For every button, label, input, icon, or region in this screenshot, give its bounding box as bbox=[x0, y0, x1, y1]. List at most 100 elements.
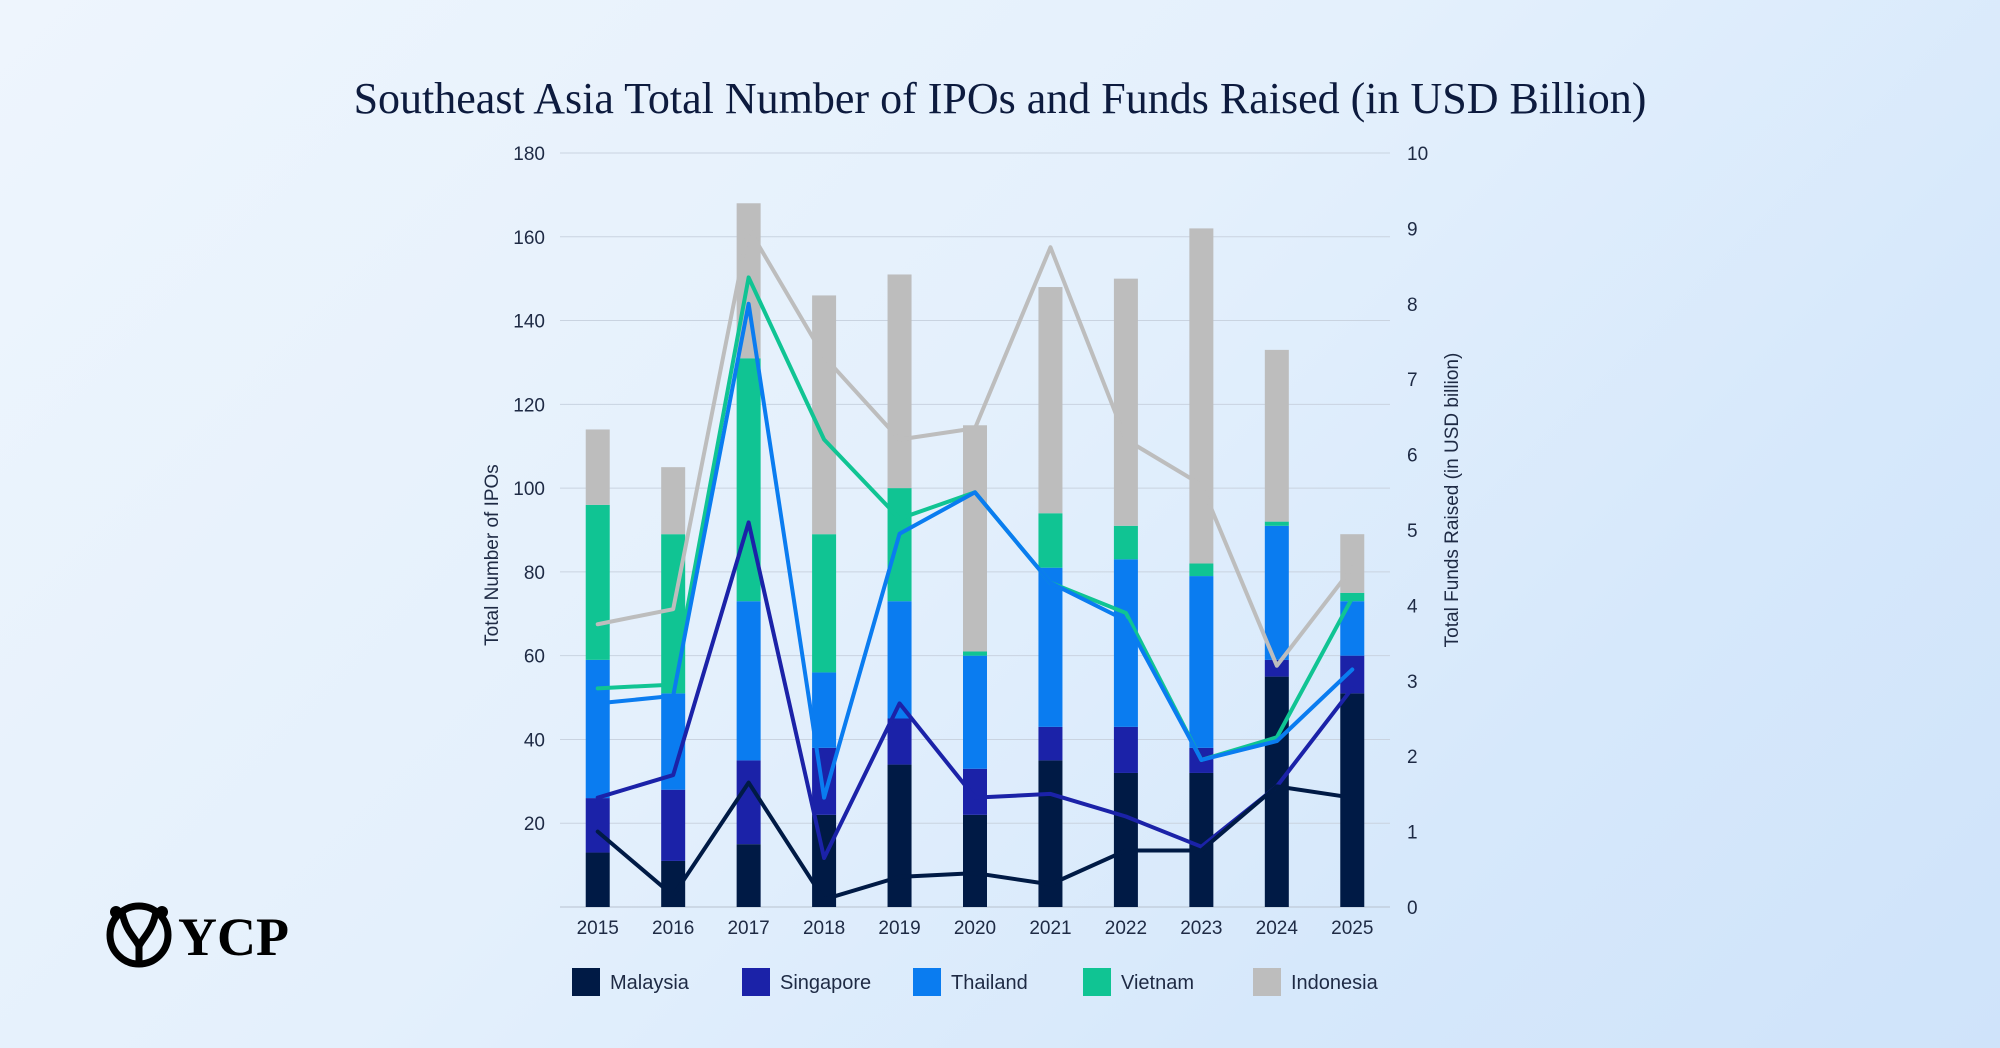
x-tick-label: 2022 bbox=[1105, 918, 1147, 939]
x-tick-label: 2025 bbox=[1331, 918, 1373, 939]
right-tick-label: 2 bbox=[1407, 747, 1418, 768]
legend-item-thailand: Thailand bbox=[913, 968, 1028, 996]
bar-segment-vietnam bbox=[1113, 525, 1138, 560]
legend-item-singapore: Singapore bbox=[742, 968, 871, 996]
bar-segment-thailand bbox=[963, 655, 987, 769]
bar-segment-indonesia bbox=[887, 274, 912, 489]
line-indonesia bbox=[595, 226, 1355, 668]
bar-segment-malaysia bbox=[585, 852, 610, 907]
legend: Malaysia Singapore Thailand Vietnam Indonesi… bbox=[572, 968, 1379, 996]
right-tick-label: 5 bbox=[1407, 521, 1418, 542]
x-tick-label: 2016 bbox=[652, 918, 694, 939]
x-tick-label: 2017 bbox=[727, 918, 769, 939]
bar-segment-malaysia bbox=[963, 814, 987, 907]
bar-segment-singapore bbox=[736, 760, 761, 845]
right-tick-label: 10 bbox=[1407, 144, 1428, 165]
legend-label: Malaysia bbox=[610, 972, 690, 994]
bar-segment-singapore bbox=[887, 718, 912, 765]
ycp-emblem-icon bbox=[106, 902, 172, 968]
right-tick-label: 1 bbox=[1407, 823, 1418, 844]
bar-segment-malaysia bbox=[1340, 693, 1365, 907]
right-axis-ticks: 0 1 2 3 4 5 6 7 8 9 10 bbox=[1407, 144, 1428, 919]
bar-segment-singapore bbox=[812, 747, 837, 815]
legend-label: Vietnam bbox=[1121, 972, 1194, 994]
bar-segment-vietnam bbox=[1264, 521, 1289, 526]
left-tick-label: 80 bbox=[524, 563, 545, 584]
right-tick-label: 6 bbox=[1407, 446, 1418, 467]
left-axis-title: Total Number of IPOs bbox=[482, 464, 503, 646]
bar-segment-singapore bbox=[1113, 726, 1138, 773]
bar-segment-thailand bbox=[1113, 559, 1138, 727]
bar-segment-malaysia bbox=[1113, 772, 1138, 907]
right-tick-label: 8 bbox=[1407, 295, 1418, 316]
legend-label: Indonesia bbox=[1291, 972, 1379, 994]
right-tick-label: 3 bbox=[1407, 672, 1418, 693]
legend-swatch bbox=[572, 968, 600, 996]
bar-segment-singapore bbox=[963, 768, 987, 815]
left-tick-label: 60 bbox=[524, 647, 545, 668]
right-tick-label: 0 bbox=[1407, 898, 1418, 919]
left-tick-label: 160 bbox=[513, 228, 545, 249]
bar-segment-vietnam bbox=[887, 488, 912, 602]
bar-segment-thailand bbox=[585, 659, 610, 799]
x-tick-label: 2018 bbox=[803, 918, 845, 939]
left-tick-label: 120 bbox=[513, 395, 545, 416]
chart-title: Southeast Asia Total Number of IPOs and … bbox=[354, 74, 1647, 123]
ycp-logo: YCP bbox=[106, 902, 289, 968]
logo-text: YCP bbox=[178, 907, 289, 967]
legend-swatch bbox=[913, 968, 941, 996]
bar-segment-indonesia bbox=[1038, 287, 1063, 514]
bar-segment-indonesia bbox=[1340, 534, 1365, 593]
legend-item-malaysia: Malaysia bbox=[572, 968, 690, 996]
bar-segment-malaysia bbox=[887, 764, 912, 907]
bar-segment-indonesia bbox=[1113, 278, 1138, 526]
x-tick-label: 2023 bbox=[1180, 918, 1222, 939]
bar-segment-indonesia bbox=[661, 467, 686, 535]
x-axis-ticks: 2015 2016 2017 2018 2019 2020 2021 2022 2023 2024… bbox=[577, 918, 1374, 939]
bar-segment-singapore bbox=[1038, 726, 1063, 761]
x-tick-label: 2019 bbox=[878, 918, 920, 939]
right-axis-title: Total Funds Raised (in USD billion) bbox=[1442, 353, 1463, 648]
x-tick-label: 2021 bbox=[1029, 918, 1071, 939]
bars bbox=[585, 203, 1365, 907]
bar-segment-indonesia bbox=[585, 429, 610, 505]
bar-segment-indonesia bbox=[963, 425, 987, 652]
left-tick-label: 100 bbox=[513, 479, 545, 500]
right-tick-label: 7 bbox=[1407, 370, 1418, 391]
legend-swatch bbox=[1083, 968, 1111, 996]
bar-segment-thailand bbox=[1264, 525, 1289, 660]
bar-segment-vietnam bbox=[812, 534, 837, 673]
bar-segment-vietnam bbox=[963, 651, 987, 656]
left-tick-label: 20 bbox=[524, 814, 545, 835]
bar-segment-vietnam bbox=[1038, 513, 1063, 568]
bar-segment-thailand bbox=[736, 601, 761, 761]
legend-label: Singapore bbox=[780, 972, 871, 994]
legend-item-vietnam: Vietnam bbox=[1083, 968, 1194, 996]
bar-segment-singapore bbox=[661, 789, 686, 861]
bar-segment-thailand bbox=[887, 601, 912, 719]
legend-swatch bbox=[742, 968, 770, 996]
bar-segment-malaysia bbox=[736, 844, 761, 907]
left-tick-label: 140 bbox=[513, 312, 545, 333]
left-tick-label: 40 bbox=[524, 730, 545, 751]
x-tick-label: 2015 bbox=[577, 918, 619, 939]
bar-segment-indonesia bbox=[812, 295, 837, 535]
legend-label: Thailand bbox=[951, 972, 1028, 994]
line-thailand bbox=[595, 301, 1355, 800]
right-tick-label: 4 bbox=[1407, 596, 1418, 617]
bar-segment-indonesia bbox=[1264, 349, 1289, 522]
bar-segment-vietnam bbox=[1189, 563, 1214, 577]
bar-segment-thailand bbox=[1038, 567, 1063, 727]
left-axis-ticks: 20 40 60 80 100 120 140 160 180 bbox=[513, 144, 545, 835]
bar-segment-indonesia bbox=[1189, 228, 1214, 564]
left-tick-label: 180 bbox=[513, 144, 545, 165]
bar-segment-singapore bbox=[1264, 659, 1289, 677]
series-lines bbox=[595, 226, 1355, 902]
line-malaysia bbox=[595, 780, 1355, 902]
bar-segment-vietnam bbox=[585, 504, 610, 660]
x-tick-label: 2020 bbox=[954, 918, 996, 939]
bar-segment-singapore bbox=[585, 798, 610, 853]
legend-item-indonesia: Indonesia bbox=[1253, 968, 1379, 996]
right-tick-label: 9 bbox=[1407, 219, 1418, 240]
